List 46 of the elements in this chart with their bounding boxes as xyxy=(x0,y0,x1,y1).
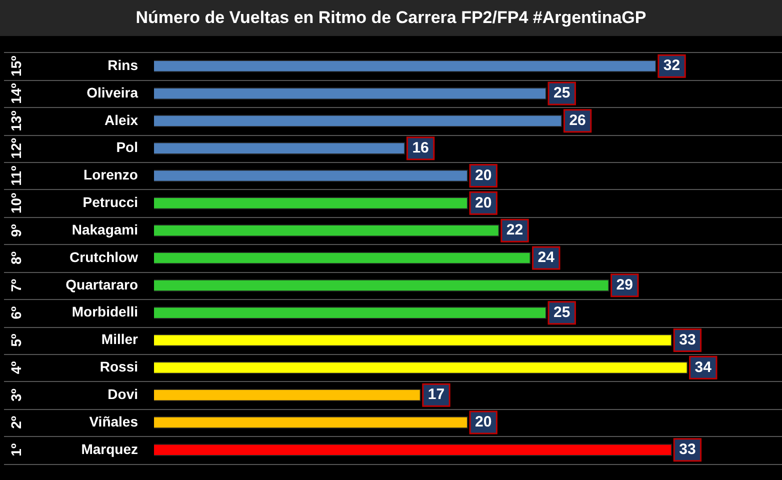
data-label: 20 xyxy=(475,194,492,212)
y-tick-label: Quartararo xyxy=(66,276,138,292)
text: 4º xyxy=(8,361,24,374)
text: 3º xyxy=(8,388,24,402)
y-tick-label: Aleix xyxy=(104,112,138,128)
data-label: 34 xyxy=(694,358,712,376)
text: 2º xyxy=(8,416,24,429)
data-label: 26 xyxy=(569,112,586,130)
y-tick-label: Nakagami xyxy=(72,221,138,238)
data-label: 17 xyxy=(428,386,445,404)
data-label: 25 xyxy=(554,84,570,102)
y-tick-label: Marquez xyxy=(81,440,138,457)
data-label: 32 xyxy=(663,57,680,74)
text: 12º xyxy=(8,138,24,159)
data-label: 24 xyxy=(538,249,556,266)
y-tick-label: Viñales xyxy=(89,413,138,430)
text: 6º xyxy=(8,306,24,320)
text: 11º xyxy=(8,166,24,186)
data-label: 25 xyxy=(554,304,570,321)
y-tick-label: Miller xyxy=(101,331,139,348)
data-label: 33 xyxy=(679,331,696,348)
y-tick-label: Rins xyxy=(108,56,138,73)
y-tick-label: Dovi xyxy=(108,386,138,402)
y-tick-label: Lorenzo xyxy=(84,166,138,183)
text: 14º xyxy=(8,83,24,104)
data-label: 20 xyxy=(475,166,492,184)
y-tick-label: Rossi xyxy=(100,358,138,375)
data-label: 22 xyxy=(506,222,524,239)
text: 7º xyxy=(8,278,24,292)
y-tick-label: Pol xyxy=(116,139,138,156)
text: 5º xyxy=(8,334,24,347)
text: 8º xyxy=(8,252,24,264)
data-label: 33 xyxy=(679,441,696,458)
text: 13º xyxy=(8,110,24,132)
data-label: 29 xyxy=(616,276,633,294)
chart-title: Número de Vueltas en Ritmo de Carrera FP2/FP4 #ArgentinaGP xyxy=(0,0,782,36)
data-label: 20 xyxy=(475,414,492,431)
text: 1º xyxy=(8,443,24,456)
y-tick-label: Petrucci xyxy=(82,194,138,210)
data-label: 16 xyxy=(412,139,429,156)
text: 9º xyxy=(8,224,24,238)
text: 15º xyxy=(8,56,24,76)
text: 10º xyxy=(8,192,24,214)
y-tick-label: Morbidelli xyxy=(72,304,138,320)
y-tick-label: Oliveira xyxy=(86,84,138,100)
y-tick-label: Crutchlow xyxy=(70,248,138,265)
